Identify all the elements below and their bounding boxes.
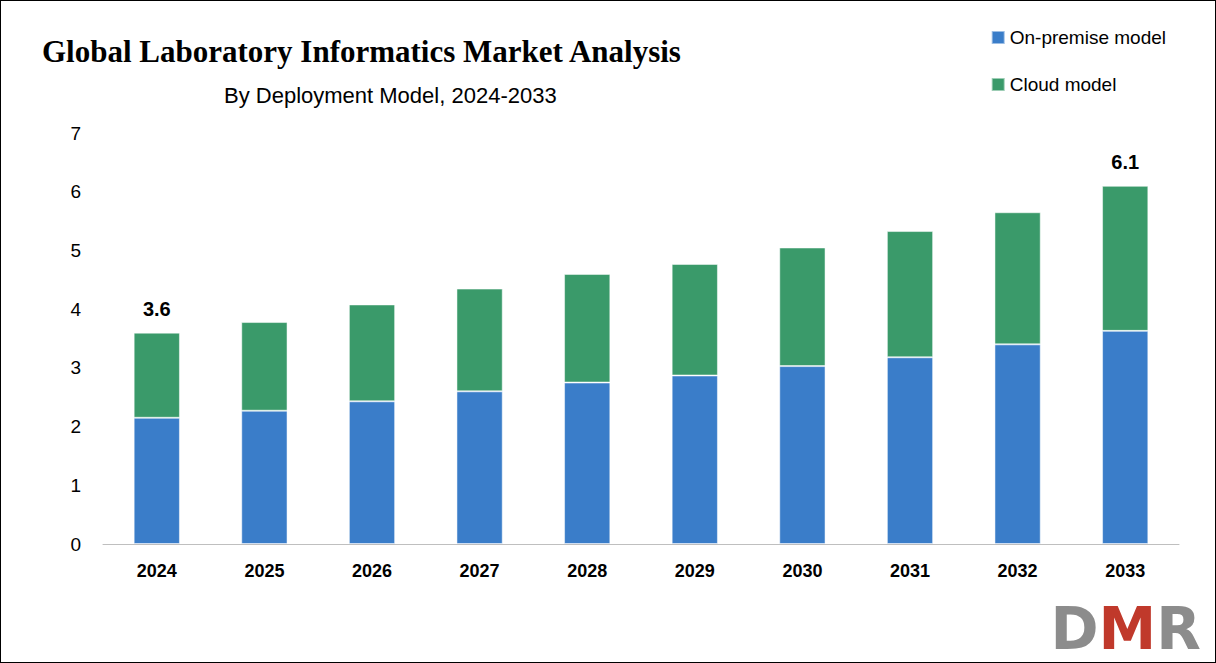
- svg-text:2032: 2032: [998, 561, 1038, 581]
- svg-text:6.1: 6.1: [1111, 151, 1139, 173]
- svg-text:3: 3: [70, 357, 81, 378]
- svg-text:2031: 2031: [890, 561, 930, 581]
- svg-text:6: 6: [70, 181, 81, 202]
- svg-text:4: 4: [70, 299, 81, 320]
- svg-text:D: D: [1050, 595, 1098, 662]
- svg-text:3.6: 3.6: [143, 298, 171, 320]
- svg-text:Cloud model: Cloud model: [1010, 74, 1117, 95]
- svg-text:By Deployment Model, 2024-2033: By Deployment Model, 2024-2033: [224, 83, 557, 108]
- svg-text:M: M: [1099, 595, 1157, 662]
- svg-text:2027: 2027: [460, 561, 500, 581]
- svg-text:R: R: [1156, 595, 1201, 662]
- svg-text:2025: 2025: [244, 561, 284, 581]
- svg-text:0: 0: [70, 534, 81, 555]
- svg-text:On-premise model: On-premise model: [1010, 27, 1166, 48]
- svg-text:5: 5: [70, 240, 81, 261]
- svg-text:2: 2: [70, 416, 81, 437]
- svg-text:2033: 2033: [1105, 561, 1145, 581]
- svg-text:2028: 2028: [567, 561, 607, 581]
- svg-text:2030: 2030: [782, 561, 822, 581]
- svg-text:Global Laboratory Informatics: Global Laboratory Informatics Market Ana…: [42, 34, 681, 69]
- svg-text:2024: 2024: [137, 561, 177, 581]
- svg-text:2026: 2026: [352, 561, 392, 581]
- svg-text:2029: 2029: [675, 561, 715, 581]
- svg-text:1: 1: [70, 475, 81, 496]
- svg-text:7: 7: [70, 123, 81, 144]
